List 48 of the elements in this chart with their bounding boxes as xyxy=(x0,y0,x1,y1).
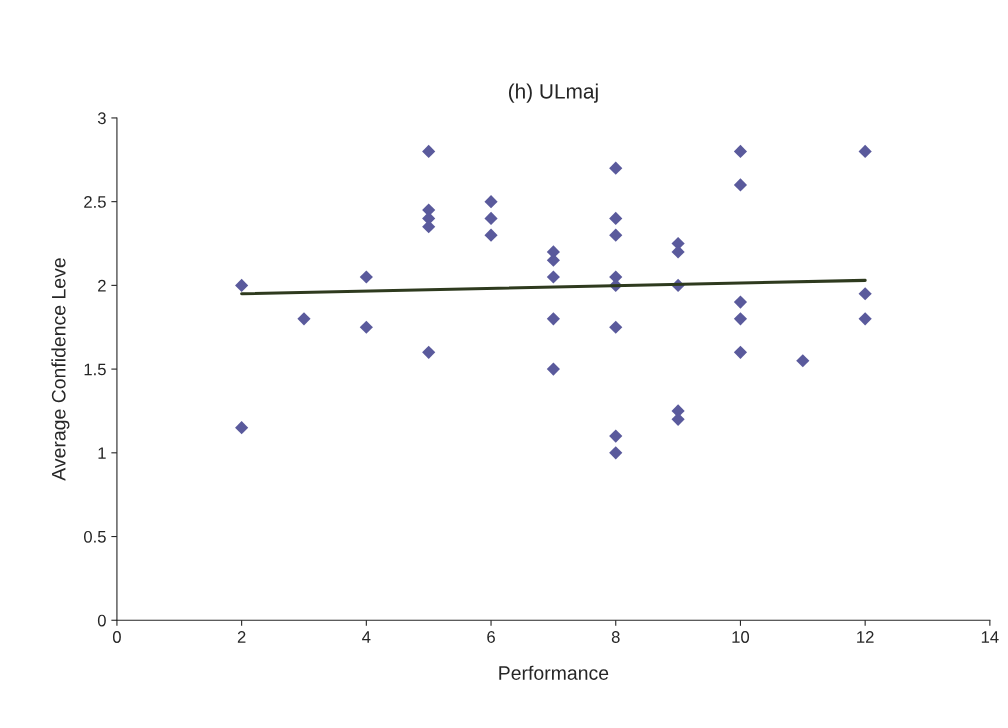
x-tick-label: 14 xyxy=(981,631,999,643)
point xyxy=(484,228,498,242)
chart-title: (h) ULmaj xyxy=(508,83,598,103)
point xyxy=(733,144,748,159)
point xyxy=(733,312,748,326)
y-axis-title: Average Confidence Leve xyxy=(51,258,70,481)
point xyxy=(422,144,436,159)
x-tick-label: 8 xyxy=(611,631,620,643)
point xyxy=(858,312,872,326)
y-tick-label: 1 xyxy=(98,447,106,459)
point xyxy=(733,178,748,192)
y-tick-label: 0 xyxy=(97,614,106,627)
point xyxy=(671,245,685,259)
y-tick-label: 3 xyxy=(97,112,106,125)
x-tick-label: 4 xyxy=(362,631,371,643)
point xyxy=(546,312,560,326)
point xyxy=(609,446,623,460)
point xyxy=(422,220,436,234)
x-tick-label: 10 xyxy=(732,631,750,643)
point xyxy=(546,270,560,284)
point xyxy=(796,354,810,368)
point xyxy=(609,161,623,175)
point xyxy=(484,211,498,225)
point xyxy=(858,144,872,159)
point xyxy=(484,195,498,209)
x-axis-title: Performance xyxy=(499,665,609,680)
point xyxy=(359,270,373,284)
point xyxy=(359,320,373,334)
point xyxy=(297,312,311,326)
point xyxy=(235,278,249,292)
point xyxy=(235,421,249,435)
point xyxy=(858,287,872,301)
point xyxy=(733,345,748,359)
point xyxy=(609,211,623,225)
point xyxy=(609,429,623,443)
y-tick-label: 2 xyxy=(98,279,106,292)
y-tick-label: 2.5 xyxy=(84,196,106,208)
x-tick-label: 12 xyxy=(857,631,874,643)
x-tick-label: 2 xyxy=(237,631,246,643)
y-tick-label: 0.5 xyxy=(84,530,106,543)
x-tick-label: 6 xyxy=(487,631,495,643)
x-tick-label: 0 xyxy=(112,631,121,643)
point xyxy=(609,320,623,334)
point xyxy=(609,228,623,242)
point xyxy=(733,295,748,309)
point xyxy=(546,362,560,376)
point xyxy=(422,345,436,359)
y-tick-label: 1.5 xyxy=(84,363,106,376)
